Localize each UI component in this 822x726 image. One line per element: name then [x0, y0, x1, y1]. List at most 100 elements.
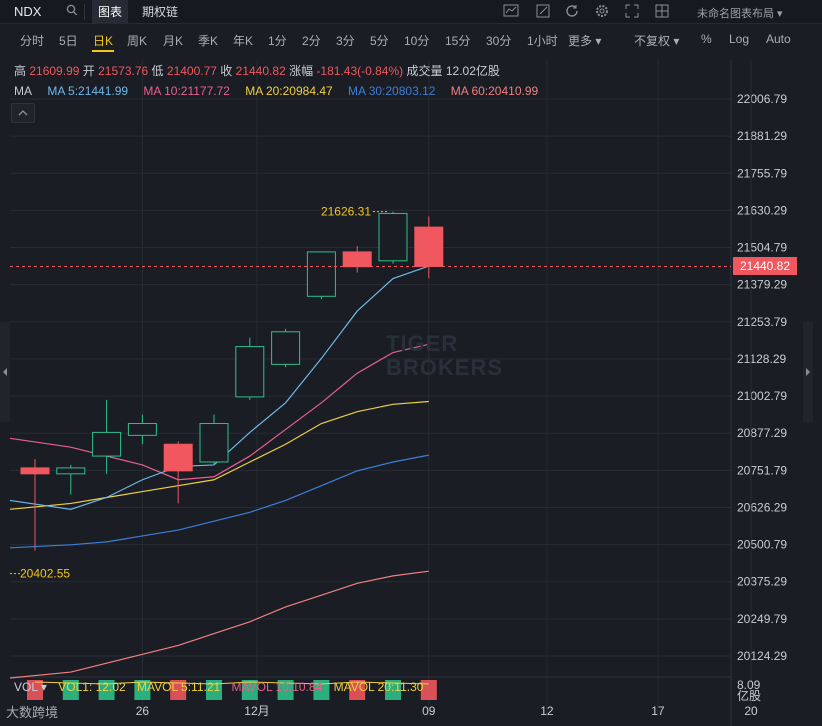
chart-background [0, 60, 822, 726]
volume-value: 12.02亿股 [445, 64, 500, 78]
interval-timeshare[interactable]: 分时 [20, 34, 45, 48]
ma30-legend: MA 30:20803.12 [348, 84, 436, 98]
interval-15min[interactable]: 15分 [445, 34, 471, 48]
chevron-up-icon [18, 110, 28, 116]
volume-bar [98, 680, 115, 700]
interval-yearly[interactable]: 年K [233, 34, 254, 48]
interval-1min[interactable]: 1分 [268, 34, 287, 48]
interval-5min[interactable]: 5分 [370, 34, 389, 48]
source-watermark: 大数跨境 [6, 705, 59, 720]
scroll-left-handle[interactable] [0, 322, 10, 422]
candle-down [20, 467, 50, 475]
x-tick-label: 12 [540, 704, 554, 718]
candle-up [306, 251, 336, 297]
y-tick-label: 20877.29 [737, 426, 787, 440]
volume-bar [277, 680, 294, 700]
volume-bar [170, 680, 187, 700]
vol1-value: VOL1: 12.02 [58, 680, 126, 694]
candle-down [414, 226, 444, 267]
y-tick-label: 20626.29 [737, 500, 787, 514]
low-label: 低 [151, 64, 164, 78]
x-tick-label: 17 [651, 704, 665, 718]
open-value: 21573.76 [98, 64, 149, 78]
y-tick-label: 21002.79 [737, 389, 787, 403]
watermark-line2: BROKERS [386, 355, 504, 380]
candle-down [163, 443, 193, 472]
tab-chart[interactable]: 图表 [92, 0, 129, 24]
collapse-legend-button[interactable] [11, 103, 35, 123]
volume-label: 成交量 [406, 64, 443, 78]
interval-5day[interactable]: 5日 [59, 34, 78, 48]
volume-bar [62, 680, 79, 700]
caret-right-icon [806, 368, 810, 376]
broker-watermark: TIGER BROKERS [316, 332, 503, 380]
low-value: 21400.77 [166, 64, 217, 78]
volume-bar [206, 680, 222, 700]
ticker-symbol[interactable]: NDX [14, 4, 42, 19]
refresh-icon[interactable] [563, 2, 581, 20]
volume-scale-unit: 亿股 [737, 689, 762, 703]
fullscreen-icon[interactable] [623, 2, 641, 20]
search-icon[interactable] [66, 3, 78, 17]
caret-left-icon [3, 368, 7, 376]
current-price-tag: 21440.82 [733, 257, 797, 275]
watermark-line1: TIGER [386, 331, 459, 356]
ma-legend-title[interactable]: MA [14, 84, 32, 98]
x-tick-label: 20 [744, 704, 758, 718]
vol-indicator-dropdown[interactable]: VOL ▾ [14, 680, 47, 694]
active-interval-indicator [92, 50, 114, 52]
scroll-right-handle[interactable] [803, 322, 813, 422]
candlestick-chart[interactable]: 22006.79 21881.29 21755.79 21630.29 21504.79… [0, 60, 822, 726]
interval-weekly[interactable]: 周K [127, 34, 148, 48]
candle-up [56, 467, 86, 475]
volume-bar [420, 680, 437, 700]
interval-quarterly[interactable]: 季K [198, 34, 219, 48]
interval-daily[interactable]: 日K [93, 34, 114, 48]
candle-up [199, 423, 229, 463]
interval-1hour[interactable]: 1小时 [527, 34, 558, 48]
interval-3min[interactable]: 3分 [336, 34, 355, 48]
adjustment-dropdown[interactable]: 不复权 ▾ [634, 34, 680, 48]
ma5-legend: MA 5:21441.99 [47, 84, 129, 98]
price-stats: 高 21609.99 开 21573.76 低 21400.77 收 21440… [14, 62, 500, 79]
auto-scale-toggle[interactable]: Auto [766, 32, 791, 46]
interval-monthly[interactable]: 月K [163, 34, 184, 48]
mavol20-value: MAVOL 20:11.30 [333, 680, 424, 694]
interval-10min[interactable]: 10分 [404, 34, 430, 48]
chart-type-icon[interactable] [502, 2, 520, 20]
interval-30min[interactable]: 30分 [486, 34, 512, 48]
settings-gear-icon[interactable] [593, 2, 611, 20]
ma10-legend: MA 10:21177.72 [143, 84, 230, 98]
ma-legend[interactable]: MA MA 5:21441.99 MA 10:21177.72 MA 20:20… [14, 84, 550, 98]
y-tick-label: 20500.79 [737, 538, 787, 552]
toolbar-divider [84, 4, 85, 20]
ma60-legend: MA 60:20410.99 [450, 84, 539, 98]
y-tick-label: 21881.29 [737, 129, 787, 143]
ma5-line [9, 265, 429, 510]
tab-options-chain[interactable]: 期权链 [142, 5, 179, 19]
y-tick-label: 20751.79 [737, 463, 787, 477]
layout-grid-icon[interactable] [653, 2, 671, 20]
high-label: 高 [14, 64, 27, 78]
close-label: 收 [220, 64, 233, 78]
mavol10-value: MAVOL 10:10.84 [231, 680, 323, 694]
low-marker-label: 20402.55 [20, 567, 70, 581]
draw-tool-icon[interactable] [534, 2, 552, 20]
layout-name-dropdown[interactable]: 未命名图表布局 ▾ [697, 8, 783, 20]
interval-more-dropdown[interactable]: 更多 ▾ [568, 34, 602, 48]
candle-down [342, 251, 372, 268]
y-tick-label: 22006.79 [737, 92, 787, 106]
percent-scale-toggle[interactable]: % [701, 32, 712, 46]
interval-2min[interactable]: 2分 [302, 34, 321, 48]
volume-bar [313, 680, 330, 700]
volume-bar [349, 680, 366, 700]
candle-up [92, 431, 122, 457]
volume-bar [134, 680, 151, 700]
y-tick-label: 21504.79 [737, 241, 787, 255]
y-tick-label: 20249.79 [737, 612, 787, 626]
log-scale-toggle[interactable]: Log [729, 32, 750, 46]
ma60-line [9, 570, 429, 679]
ma20-line [9, 400, 429, 510]
y-tick-label: 21755.79 [737, 166, 787, 180]
ma20-legend: MA 20:20984.47 [245, 84, 333, 98]
